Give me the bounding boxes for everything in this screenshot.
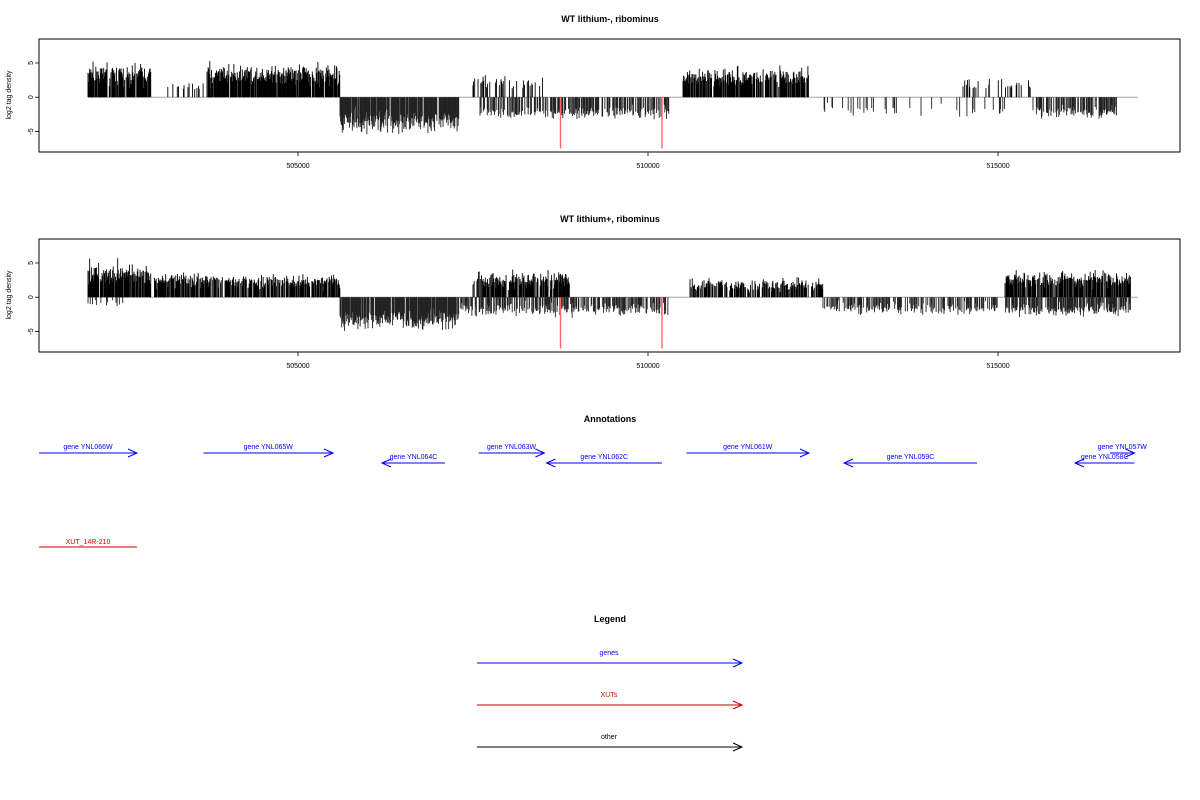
gene-label: gene YNL065W (244, 444, 294, 451)
y-tick-label: -5 (28, 328, 35, 334)
y-tick-label: 0 (28, 295, 35, 299)
x-tick-label: 515000 (986, 163, 1009, 170)
gene-label: gene YNL064C (390, 454, 438, 461)
panel-2-markers (559, 297, 663, 349)
panel-2-y-axis: 5 0 -5 (28, 261, 39, 335)
xut-annotation: XUT_14R-210 (39, 539, 137, 548)
y-tick-label: 5 (28, 261, 35, 265)
gene-annotation: gene YNL061W (686, 444, 811, 458)
panel-2-x-axis: 505000 510000 515000 (286, 352, 1010, 370)
panel-1-x-axis: 505000 510000 515000 (286, 152, 1010, 170)
x-tick-label: 515000 (986, 363, 1009, 370)
x-tick-label: 505000 (286, 363, 309, 370)
gene-label: gene YNL059C (887, 454, 935, 461)
gene-annotation: gene YNL066W (39, 444, 139, 458)
gene-label: gene YNL061W (723, 444, 773, 451)
gene-arrowhead (842, 458, 854, 468)
panel-lithium-plus: WT lithium+, ribominus log2 tag density … (6, 214, 1181, 370)
gene-arrowhead (380, 458, 392, 468)
x-tick-label: 510000 (636, 363, 659, 370)
panel-1-markers (559, 97, 663, 149)
panel-1-frame (38, 38, 1181, 153)
y-tick-label: -5 (28, 128, 35, 134)
legend: Legend genes XUTs other (477, 614, 744, 752)
legend-label: genes (599, 650, 619, 657)
gene-annotation: gene YNL064C (380, 454, 445, 468)
gene-arrowhead (1125, 448, 1136, 458)
y-tick-label: 5 (28, 61, 35, 65)
legend-title: Legend (594, 614, 626, 624)
gene-annotation: gene YNL057W (1098, 444, 1148, 458)
gene-arrowhead (545, 458, 556, 468)
gene-arrowhead (535, 448, 546, 458)
legend-arrowhead (732, 742, 744, 752)
gene-annotation: gene YNL058C (1073, 454, 1135, 468)
gene-annotations: gene YNL066W gene YNL065W gene YNL064C gene… (39, 444, 1148, 468)
legend-arrowhead (732, 658, 744, 668)
gene-arrowhead (127, 448, 139, 458)
legend-entry: XUTs (477, 692, 744, 710)
panel-2-ylabel: log2 tag density (6, 270, 13, 320)
panel-2-frame (38, 238, 1181, 353)
gene-label: gene YNL057W (1098, 444, 1148, 451)
x-tick-label: 505000 (286, 163, 309, 170)
gene-annotation: gene YNL063W (478, 444, 546, 458)
panel-lithium-minus: WT lithium-, ribominus log2 tag density … (6, 14, 1181, 170)
legend-label: XUTs (601, 692, 618, 699)
panel-1-y-axis: 5 0 -5 (28, 61, 39, 135)
gene-label: gene YNL066W (63, 444, 113, 451)
y-tick-label: 0 (28, 95, 35, 99)
xut-label: XUT_14R-210 (66, 539, 111, 546)
gene-annotation: gene YNL062C (545, 454, 662, 468)
panel-2-bars (87, 258, 1138, 331)
annotations-track: Annotations gene YNL066W gene YNL065Wgene… (39, 414, 1148, 548)
gene-arrowhead (799, 448, 811, 458)
gene-label: gene YNL058C (1081, 454, 1129, 461)
legend-label: other (601, 734, 618, 741)
x-tick-label: 510000 (636, 163, 659, 170)
gene-annotation: gene YNL065W (203, 444, 335, 458)
panel-2-title: WT lithium+, ribominus (560, 214, 660, 224)
legend-entries: genes XUTs other (477, 650, 744, 752)
panel-1-ylabel: log2 tag density (6, 70, 13, 120)
gene-label: gene YNL062C (580, 454, 628, 461)
gene-label: gene YNL063W (487, 444, 537, 451)
panel-1-bars (87, 61, 1138, 135)
panel-1-title: WT lithium-, ribominus (561, 14, 659, 24)
legend-entry: genes (477, 650, 744, 668)
annotations-title: Annotations (584, 414, 637, 424)
legend-arrowhead (732, 700, 744, 710)
gene-annotation: gene YNL059C (842, 454, 977, 468)
gene-arrowhead (323, 448, 335, 458)
xut-annotations: XUT_14R-210 (39, 539, 137, 548)
gene-arrowhead (1073, 458, 1085, 468)
legend-entry: other (477, 734, 744, 752)
